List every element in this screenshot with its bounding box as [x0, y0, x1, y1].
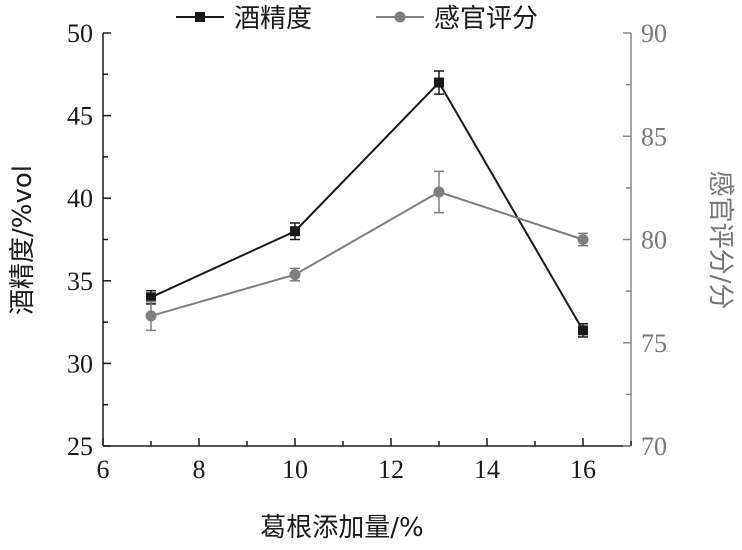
y-left-tick-label: 35 [67, 267, 93, 296]
x-tick-label: 10 [282, 455, 308, 484]
ticks: 6 8 10 12 14 16 25 30 35 40 45 50 70 75 80 85 90 [67, 19, 667, 484]
y-right-tick-label: 85 [641, 122, 667, 151]
legend-marker-circle [394, 11, 406, 23]
axes [102, 33, 632, 447]
series-sensory [145, 170, 589, 332]
data-point-square [578, 325, 588, 336]
series-line [150, 190, 584, 317]
x-tick-label: 8 [193, 455, 206, 484]
legend-item-sensory: 感官评分 [376, 4, 538, 34]
x-tick-label: 14 [474, 455, 500, 484]
x-tick-label: 12 [378, 455, 404, 484]
data-point-circle [433, 186, 445, 198]
legend-label-sensory: 感官评分 [434, 4, 538, 34]
data-point-circle [577, 234, 589, 245]
y-right-tick-label: 75 [641, 329, 667, 358]
y-left-tick-label: 45 [67, 102, 93, 131]
y-right-tick-label: 80 [641, 226, 667, 255]
legend-item-alcohol: 酒精度 [176, 4, 312, 34]
legend: 酒精度 感官评分 [176, 4, 538, 34]
data-point-square [146, 292, 156, 303]
y-axis-title-right: 感官评分/分 [705, 171, 735, 310]
y-left-tick-label: 30 [67, 349, 93, 378]
x-axis-title: 葛根添加量/% [260, 513, 423, 543]
y-right-tick-label: 90 [641, 19, 667, 48]
y-left-tick-label: 50 [67, 19, 93, 48]
data-point-square [290, 226, 300, 237]
y-left-tick-label: 25 [67, 432, 93, 461]
y-axis-title-left: 酒精度/%vol [8, 165, 38, 315]
data-point-square [434, 77, 444, 88]
legend-label-alcohol: 酒精度 [234, 4, 312, 34]
series-line [150, 80, 584, 331]
x-tick-label: 16 [570, 455, 596, 484]
series-alcohol [146, 70, 588, 338]
y-right-tick-label: 70 [641, 432, 667, 461]
y-left-tick-label: 40 [67, 184, 93, 213]
data-point-circle [289, 269, 301, 281]
data-point-circle [145, 310, 157, 322]
series-layer [145, 70, 589, 338]
x-tick-label: 6 [97, 455, 110, 484]
legend-marker-square [195, 12, 205, 22]
